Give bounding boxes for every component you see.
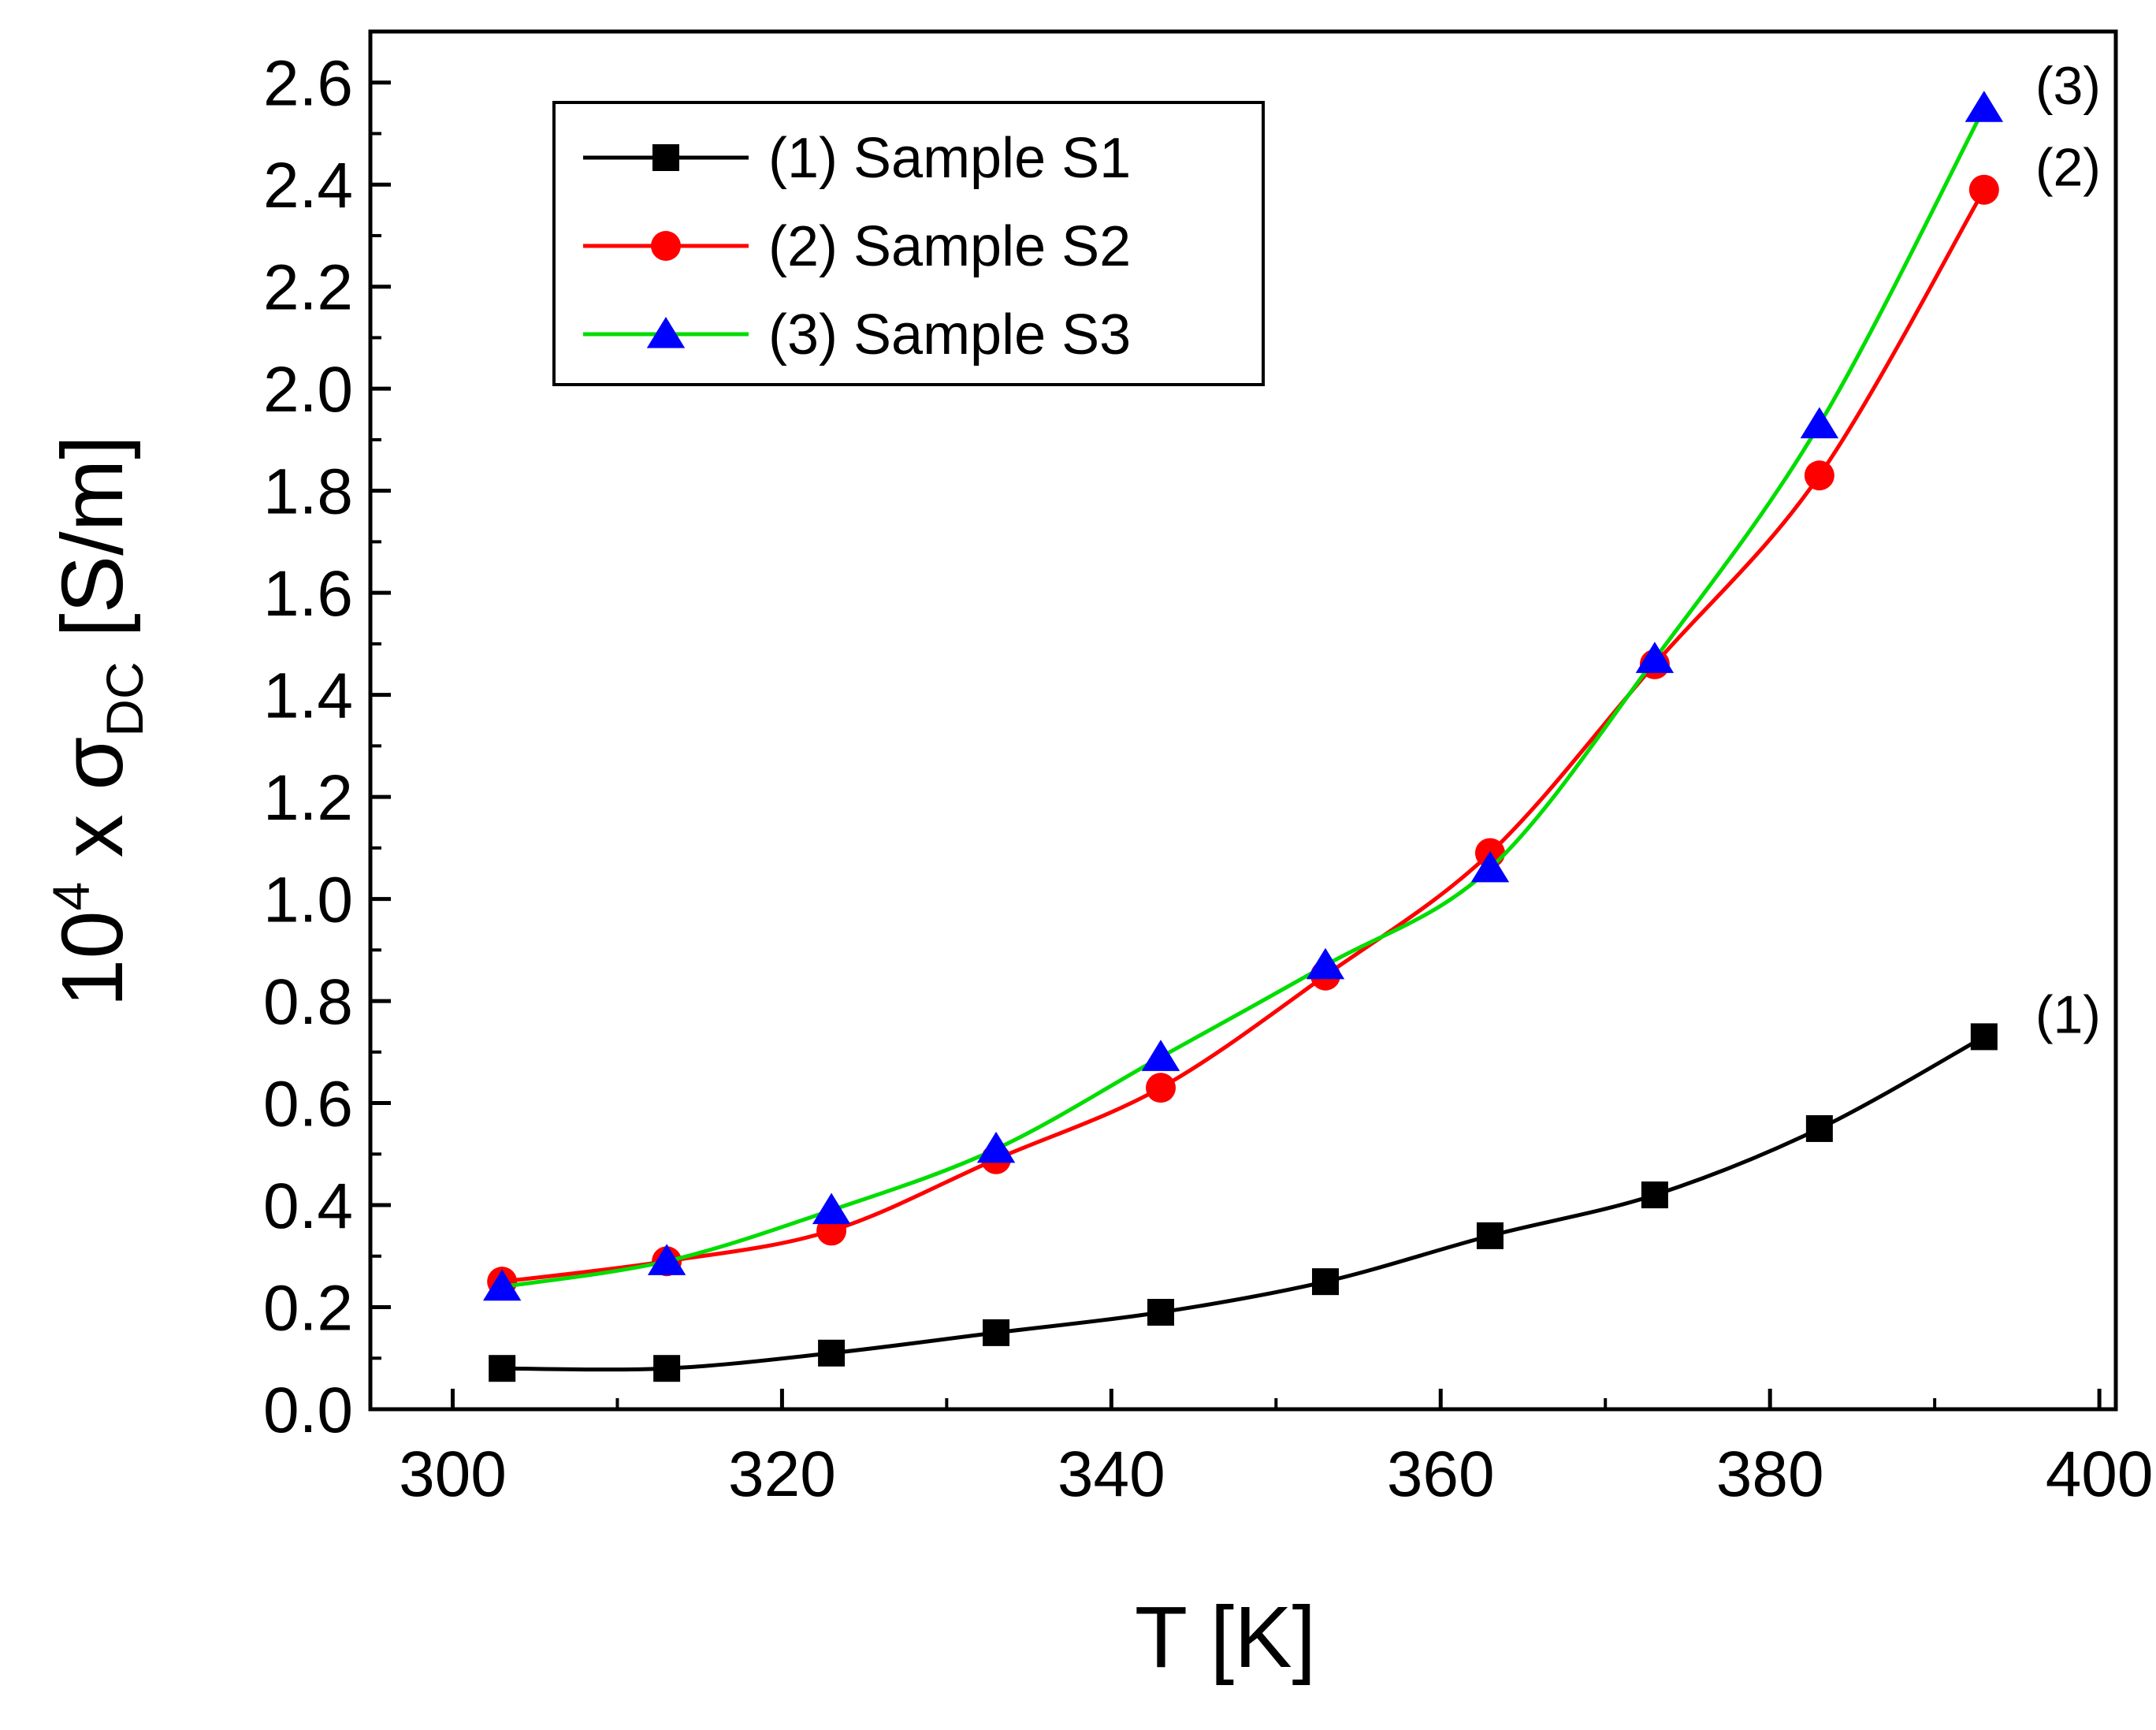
- y-tick-label: 0.0: [263, 1375, 353, 1446]
- legend: (1) Sample S1 (2) Sample S2 (3) Sample S3: [552, 101, 1265, 386]
- y-axis: 0.0 0.2 0.4 0.6 0.8 1.0 1.2 1.4 1.6 1.8 2.0 2.2 2.4 2…: [263, 48, 391, 1446]
- series-1-point: [1970, 1023, 1998, 1051]
- legend-label: (2) Sample S2: [768, 215, 1131, 278]
- x-axis: 300 320 340 360 380 400: [399, 1389, 2154, 1510]
- legend-items: (1) Sample S1 (2) Sample S2 (3) Sample S3: [583, 127, 1131, 366]
- y-tick-label: 2.4: [263, 150, 353, 221]
- y-axis-title-unit: [S/m]: [44, 435, 141, 661]
- y-tick-label: 1.8: [263, 456, 353, 528]
- series-1-point: [983, 1319, 1010, 1346]
- y-tick-label: 2.2: [263, 252, 353, 324]
- y-axis-title-exp: 4: [42, 882, 100, 911]
- x-tick-label: 300: [399, 1438, 507, 1510]
- series-3-point: [482, 1269, 522, 1301]
- y-tick-label: 2.0: [263, 354, 353, 426]
- series-1-point: [1476, 1222, 1504, 1249]
- y-axis-title-times: x: [44, 791, 141, 882]
- series-3-point: [1965, 91, 2004, 122]
- curve-label-2: (2): [2035, 138, 2101, 198]
- series-1-point: [1147, 1298, 1175, 1326]
- y-tick-label: 2.6: [263, 48, 353, 120]
- y-tick-label: 0.2: [263, 1273, 353, 1345]
- y-tick-label: 1.2: [263, 762, 353, 834]
- series-1-line: [502, 1035, 1986, 1372]
- series-3-point: [1306, 947, 1345, 980]
- series-3-point: [812, 1192, 851, 1225]
- x-tick-label: 320: [728, 1438, 836, 1510]
- legend-item-3: (3) Sample S3: [583, 303, 1131, 366]
- series-1-point: [1311, 1268, 1339, 1296]
- series-2-point: [1146, 1073, 1177, 1103]
- series-3: [482, 91, 2004, 1301]
- series-2-line: [501, 188, 1986, 1284]
- curve-label-1: (1): [2035, 984, 2101, 1044]
- legend-item-2: (2) Sample S2: [583, 215, 1131, 278]
- legend-item-1: (1) Sample S1: [583, 127, 1131, 190]
- y-tick-label: 1.6: [263, 558, 353, 630]
- y-tick-label: 1.4: [263, 660, 353, 732]
- series-3-point: [647, 1244, 686, 1275]
- y-axis-title: 104 x σDC [S/m]: [42, 435, 154, 1007]
- curve-labels: (1) (2) (3): [2035, 56, 2101, 1044]
- curve-label-3: (3): [2035, 56, 2101, 116]
- series-1-point: [1641, 1181, 1668, 1209]
- y-axis-title-base: 10: [44, 910, 141, 1006]
- series-2-point: [1804, 460, 1834, 491]
- series-1-point: [653, 1355, 681, 1382]
- y-tick-label: 0.8: [263, 966, 353, 1038]
- plot-frame: [368, 29, 2118, 1412]
- x-tick-label: 340: [1058, 1438, 1165, 1510]
- x-tick-label: 360: [1387, 1438, 1495, 1510]
- series-3-point: [976, 1131, 1016, 1163]
- series-3-point: [1141, 1040, 1180, 1071]
- y-axis-title-subscript: DC: [95, 661, 154, 736]
- legend-marker: [651, 231, 681, 261]
- legend-label: (3) Sample S3: [768, 303, 1131, 366]
- legend-marker: [652, 144, 679, 171]
- y-tick-label: 0.4: [263, 1170, 353, 1242]
- y-tick-label: 1.0: [263, 865, 353, 936]
- legend-label: (1) Sample S1: [768, 127, 1131, 190]
- x-tick-label: 380: [1716, 1438, 1824, 1510]
- series-1-point: [1805, 1114, 1833, 1142]
- series-3-point: [1635, 642, 1675, 673]
- x-tick-label: 400: [2046, 1438, 2154, 1510]
- series-1-point: [818, 1339, 846, 1367]
- series-1: [489, 1023, 1998, 1382]
- x-axis-title: T [K]: [1135, 1589, 1316, 1686]
- series-2-point: [1968, 174, 1999, 205]
- y-axis-title-symbol: σ: [44, 737, 141, 791]
- y-tick-label: 0.6: [263, 1069, 353, 1140]
- series-1-point: [489, 1355, 516, 1382]
- series-layer: [482, 91, 2004, 1382]
- legend-marker: [646, 317, 686, 348]
- series-3-point: [1470, 850, 1510, 883]
- series-3-point: [1800, 407, 1839, 439]
